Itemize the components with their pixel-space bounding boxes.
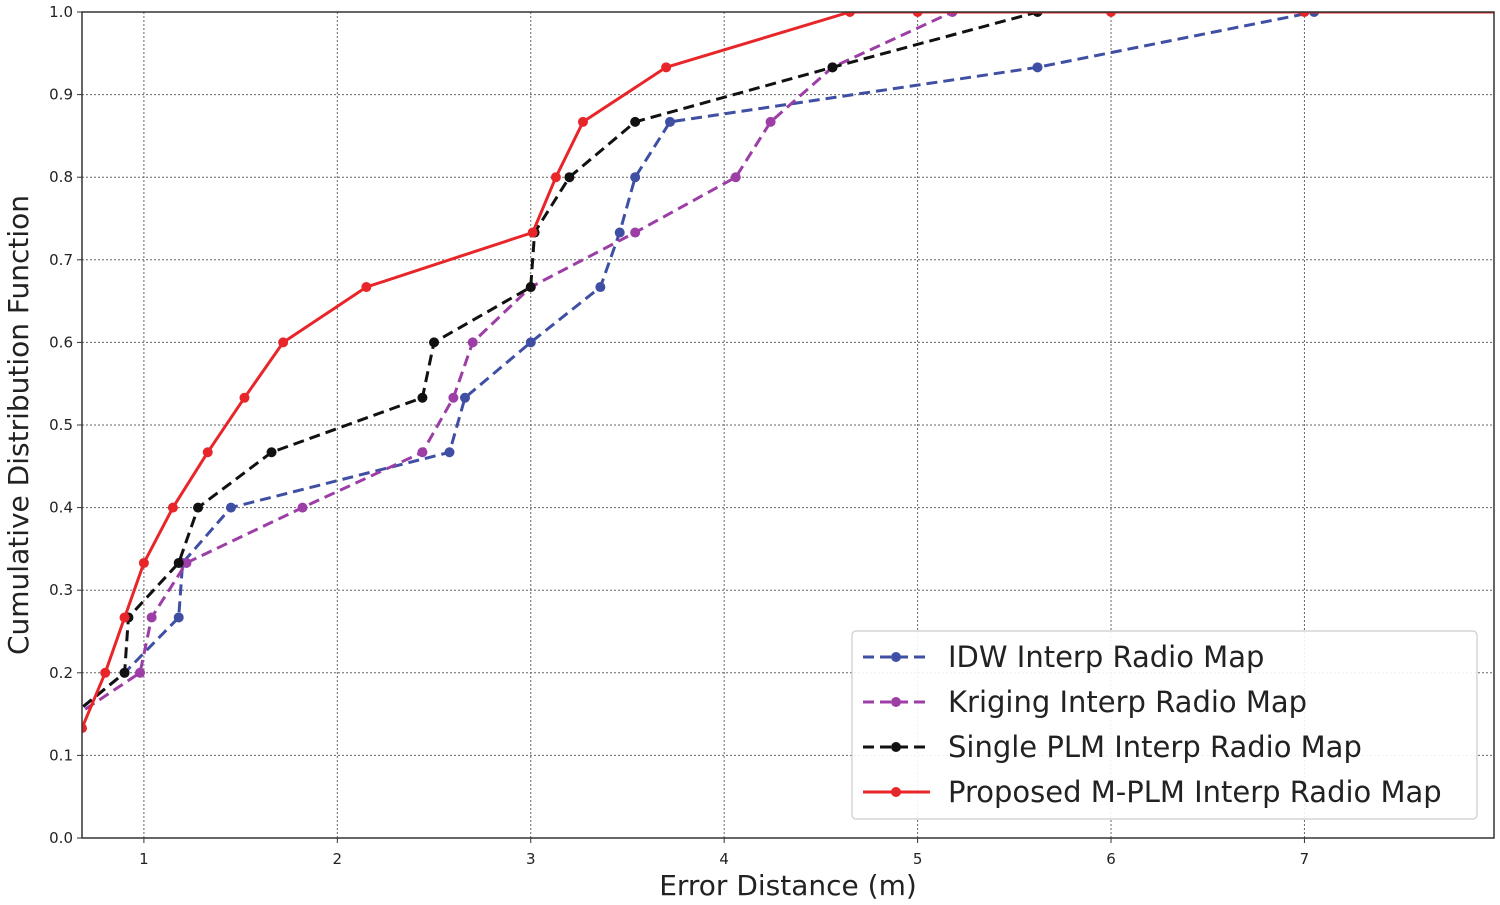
data-point bbox=[577, 116, 588, 127]
series-kriging-interp-radio-map bbox=[52, 12, 958, 733]
data-point bbox=[467, 337, 478, 348]
legend-label: Kriging Interp Radio Map bbox=[948, 685, 1307, 719]
data-point bbox=[173, 612, 184, 623]
x-tick-label: 1 bbox=[139, 850, 149, 868]
data-point bbox=[361, 282, 372, 293]
data-point bbox=[119, 612, 130, 623]
y-tick-label: 0.2 bbox=[49, 664, 73, 682]
series-layer bbox=[52, 12, 1494, 734]
x-tick-label: 2 bbox=[333, 850, 343, 868]
y-tick-label: 0.5 bbox=[49, 416, 73, 434]
legend-label: Proposed M-PLM Interp Radio Map bbox=[948, 775, 1442, 809]
legend-box bbox=[851, 630, 1478, 820]
x-tick-label: 7 bbox=[1300, 850, 1310, 868]
data-point bbox=[630, 172, 641, 183]
data-point bbox=[225, 502, 236, 513]
legend-label: IDW Interp Radio Map bbox=[948, 640, 1264, 674]
data-point bbox=[100, 667, 111, 678]
data-point bbox=[146, 612, 157, 623]
data-point bbox=[527, 227, 538, 238]
legend-label: Single PLM Interp Radio Map bbox=[948, 730, 1362, 764]
legend-entry: Proposed M-PLM Interp Radio Map bbox=[863, 775, 1442, 809]
y-axis-title: Cumulative Distribution Function bbox=[2, 195, 35, 655]
legend-entry: Kriging Interp Radio Map bbox=[863, 685, 1307, 719]
data-point bbox=[119, 667, 130, 678]
y-tick-label: 0.4 bbox=[49, 499, 73, 517]
data-point bbox=[459, 392, 470, 403]
data-point bbox=[278, 337, 289, 348]
legend-swatch-marker bbox=[891, 787, 901, 797]
data-point bbox=[448, 392, 459, 403]
y-tick-label: 0.3 bbox=[49, 581, 73, 599]
data-point bbox=[173, 557, 184, 568]
y-tick-label: 1.0 bbox=[49, 3, 73, 21]
y-tick-label: 0.6 bbox=[49, 333, 73, 351]
data-point bbox=[239, 392, 250, 403]
data-point bbox=[661, 62, 672, 73]
data-point bbox=[765, 116, 776, 127]
data-point bbox=[429, 337, 440, 348]
data-point bbox=[912, 12, 923, 17]
data-point bbox=[181, 557, 192, 568]
series-proposed-m-plm-interp-radio-map bbox=[82, 12, 1494, 734]
data-point bbox=[135, 667, 146, 678]
data-point bbox=[52, 723, 62, 733]
legend-entry: IDW Interp Radio Map bbox=[863, 640, 1264, 674]
data-point bbox=[730, 172, 741, 183]
data-point bbox=[202, 447, 213, 458]
x-tick-label: 3 bbox=[526, 850, 536, 868]
data-point bbox=[525, 337, 536, 348]
legend-entry: Single PLM Interp Radio Map bbox=[863, 730, 1362, 764]
data-point bbox=[525, 282, 536, 293]
data-point bbox=[52, 723, 62, 733]
data-point bbox=[827, 62, 838, 73]
data-point bbox=[550, 172, 561, 183]
y-tick-label: 0.9 bbox=[49, 86, 73, 104]
series-line bbox=[82, 12, 1038, 710]
data-point bbox=[630, 116, 641, 127]
legend-entries: IDW Interp Radio Map Kriging Interp Radio… bbox=[863, 640, 1442, 809]
grid-lines bbox=[82, 12, 1494, 838]
series-line bbox=[82, 12, 1494, 729]
series-idw-interp-radio-map bbox=[52, 12, 1320, 733]
y-tick-label: 0.8 bbox=[49, 168, 73, 186]
data-point bbox=[297, 502, 308, 513]
x-tick-label: 5 bbox=[913, 850, 923, 868]
data-point bbox=[1032, 62, 1043, 73]
data-point bbox=[82, 723, 87, 734]
series-line bbox=[82, 12, 1315, 710]
data-point bbox=[193, 502, 204, 513]
x-axis-title: Error Distance (m) bbox=[659, 869, 917, 902]
y-axis-ticks: 0.0 0.1 0.2 0.3 0.4 0.5 0.6 0.7 0.8 0.9 1.0 bbox=[49, 3, 82, 847]
data-point bbox=[595, 282, 606, 293]
data-point bbox=[266, 447, 277, 458]
data-point bbox=[138, 557, 149, 568]
data-point bbox=[52, 723, 62, 733]
data-point bbox=[444, 447, 455, 458]
legend-swatch-marker bbox=[891, 652, 901, 662]
series-single-plm-interp-radio-map bbox=[52, 12, 1043, 733]
legend-swatch-marker bbox=[891, 742, 901, 752]
series-line bbox=[82, 12, 954, 714]
x-axis-ticks: 1 2 3 4 5 6 7 bbox=[139, 838, 1309, 868]
data-point bbox=[630, 227, 641, 238]
y-tick-label: 0.0 bbox=[49, 829, 73, 847]
x-tick-label: 6 bbox=[1106, 850, 1116, 868]
data-point bbox=[417, 392, 428, 403]
data-point bbox=[665, 116, 676, 127]
data-point bbox=[417, 447, 428, 458]
y-tick-label: 0.1 bbox=[49, 746, 73, 764]
data-point bbox=[167, 502, 178, 513]
y-tick-label: 0.7 bbox=[49, 251, 73, 269]
data-point bbox=[844, 12, 855, 17]
data-point bbox=[1299, 12, 1310, 17]
x-tick-label: 4 bbox=[719, 850, 729, 868]
data-point bbox=[614, 227, 625, 238]
legend: IDW Interp Radio Map Kriging Interp Radio… bbox=[851, 630, 1478, 820]
data-point bbox=[564, 172, 575, 183]
data-point bbox=[1106, 12, 1117, 17]
legend-swatch-marker bbox=[891, 697, 901, 707]
